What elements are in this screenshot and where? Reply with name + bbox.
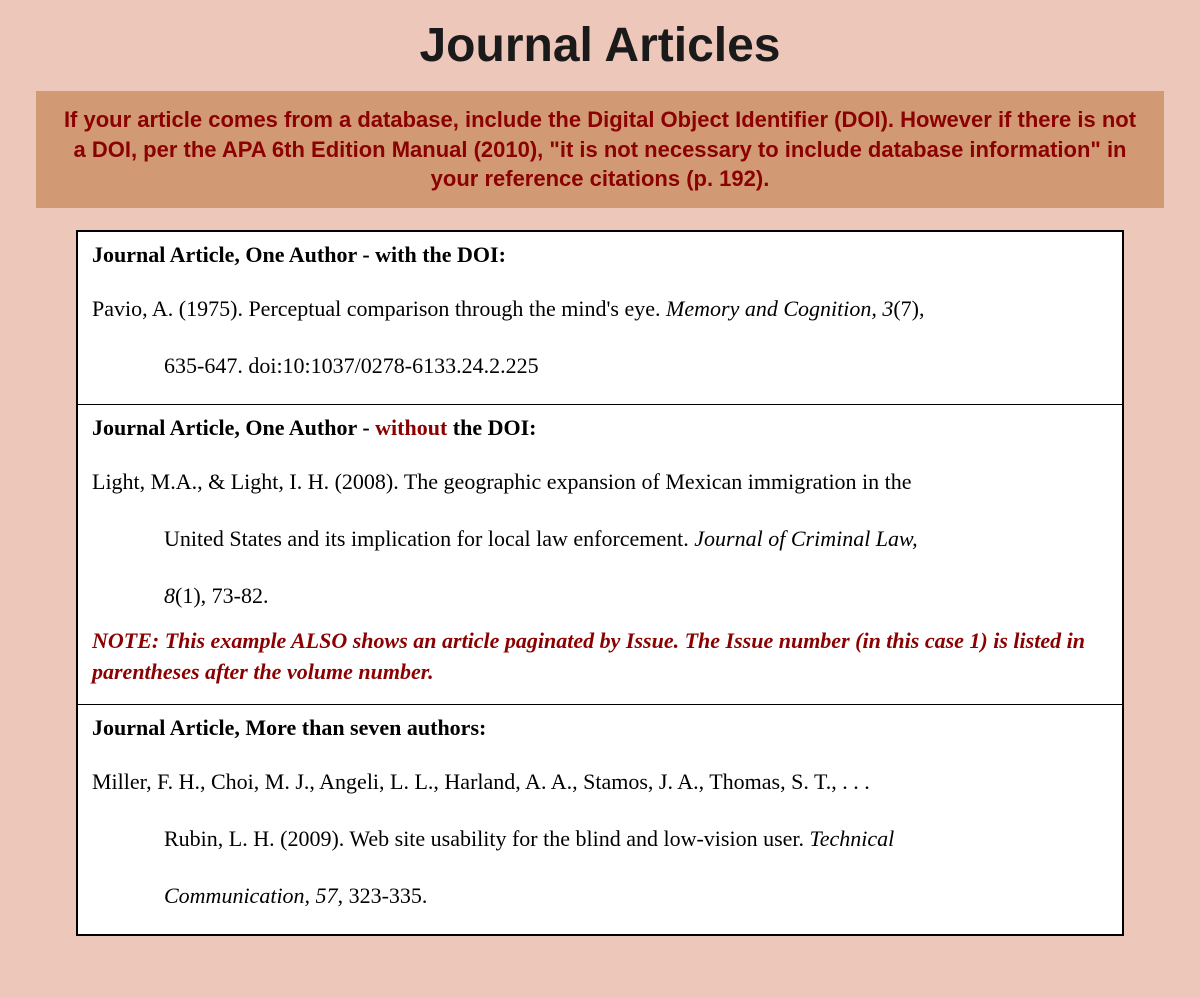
citation-line-hang: 8(1), 73-82.	[92, 579, 1108, 612]
citation-line-first: Pavio, A. (1975). Perceptual comparison …	[92, 292, 1108, 325]
example-section-seven-authors: Journal Article, More than seven authors…	[78, 705, 1122, 934]
citation: Pavio, A. (1975). Perceptual comparison …	[92, 292, 1108, 382]
page-title: Journal Articles	[0, 0, 1200, 91]
heading-accent: without	[375, 415, 447, 440]
citation-italic: Technical	[810, 826, 895, 851]
citation: Miller, F. H., Choi, M. J., Angeli, L. L…	[92, 765, 1108, 912]
citation-tail: , 323-335.	[338, 883, 428, 908]
citation-line-first: Miller, F. H., Choi, M. J., Angeli, L. L…	[92, 765, 1108, 798]
citation-text: Miller, F. H., Choi, M. J., Angeli, L. L…	[92, 769, 870, 794]
heading-pre: Journal Article, One Author -	[92, 415, 375, 440]
citation-text: United States and its implication for lo…	[164, 526, 694, 551]
info-banner: If your article comes from a database, i…	[36, 91, 1164, 208]
citation-tail: (7),	[893, 296, 924, 321]
citation: Light, M.A., & Light, I. H. (2008). The …	[92, 465, 1108, 612]
citation-text: Light, M.A., & Light, I. H. (2008). The …	[92, 469, 912, 494]
citation-italic: Memory and Cognition, 3	[666, 296, 893, 321]
citation-line-hang: Rubin, L. H. (2009). Web site usability …	[92, 822, 1108, 855]
citation-text: Pavio, A. (1975). Perceptual comparison …	[92, 296, 666, 321]
citation-text: Rubin, L. H. (2009). Web site usability …	[164, 826, 810, 851]
citation-italic: 8	[164, 583, 175, 608]
citation-italic: Journal of Criminal Law,	[694, 526, 917, 551]
heading-pre: Journal Article, More than seven authors…	[92, 715, 486, 740]
section-heading: Journal Article, More than seven authors…	[92, 715, 1108, 741]
example-section-without-doi: Journal Article, One Author - without th…	[78, 405, 1122, 705]
section-note: NOTE: This example ALSO shows an article…	[92, 626, 1108, 688]
section-heading: Journal Article, One Author - without th…	[92, 415, 1108, 441]
citation-line-hang: Communication, 57, 323-335.	[92, 879, 1108, 912]
example-section-with-doi: Journal Article, One Author - with the D…	[78, 232, 1122, 405]
heading-post: the DOI:	[447, 415, 536, 440]
citation-line-hang: United States and its implication for lo…	[92, 522, 1108, 555]
citation-italic: Communication, 57	[164, 883, 338, 908]
citation-line-hang: 635-647. doi:10:1037/0278-6133.24.2.225	[92, 349, 1108, 382]
citation-tail: (1), 73-82.	[175, 583, 268, 608]
examples-box: Journal Article, One Author - with the D…	[76, 230, 1124, 936]
citation-line-first: Light, M.A., & Light, I. H. (2008). The …	[92, 465, 1108, 498]
heading-pre: Journal Article, One Author - with the D…	[92, 242, 506, 267]
section-heading: Journal Article, One Author - with the D…	[92, 242, 1108, 268]
